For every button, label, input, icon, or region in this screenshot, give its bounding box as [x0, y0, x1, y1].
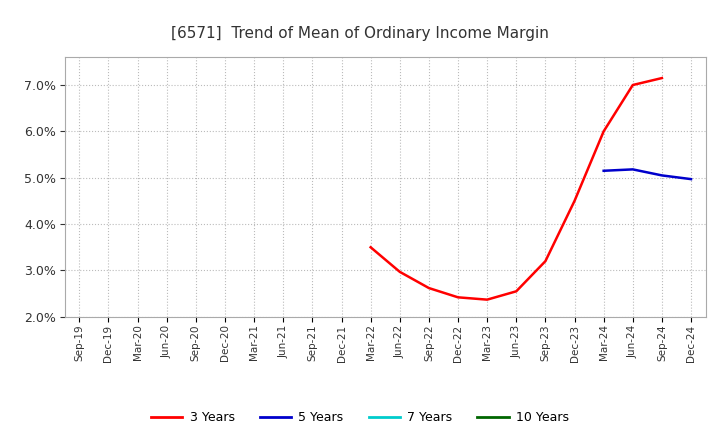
3 Years: [599, 129, 608, 134]
3 Years: [541, 259, 550, 264]
5 Years: [657, 173, 666, 178]
3 Years: [570, 198, 579, 204]
5 Years: [629, 167, 637, 172]
3 Years: [366, 245, 375, 250]
5 Years: [599, 168, 608, 173]
Text: [6571]  Trend of Mean of Ordinary Income Margin: [6571] Trend of Mean of Ordinary Income …: [171, 26, 549, 41]
Legend: 3 Years, 5 Years, 7 Years, 10 Years: 3 Years, 5 Years, 7 Years, 10 Years: [146, 407, 574, 429]
3 Years: [454, 295, 462, 300]
3 Years: [512, 289, 521, 294]
Line: 5 Years: 5 Years: [603, 169, 691, 179]
Line: 3 Years: 3 Years: [371, 78, 662, 300]
3 Years: [483, 297, 492, 302]
5 Years: [687, 176, 696, 182]
3 Years: [425, 286, 433, 291]
3 Years: [395, 269, 404, 275]
3 Years: [657, 75, 666, 81]
3 Years: [629, 82, 637, 88]
